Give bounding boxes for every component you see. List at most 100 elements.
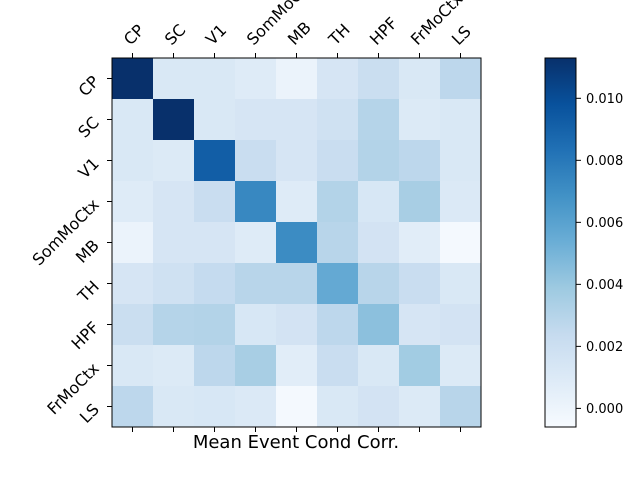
heatmap-cell: [194, 263, 236, 305]
heatmap-cell: [440, 222, 482, 264]
heatmap-cell: [235, 181, 277, 223]
heatmap-cell: [358, 181, 400, 223]
y-tick-label: CP: [75, 72, 103, 100]
heatmap-cell: [276, 222, 318, 264]
heatmap-cell: [440, 304, 482, 346]
heatmap-cell: [153, 222, 195, 264]
heatmap-cell: [276, 304, 318, 346]
heatmap-cell: [440, 386, 482, 428]
heatmap-cell: [194, 304, 236, 346]
heatmap-cell: [399, 140, 441, 182]
heatmap-cell: [440, 99, 482, 141]
heatmap-cell: [194, 140, 236, 182]
y-tick-label: TH: [73, 277, 103, 307]
colorbar-tick-label: 0.000: [586, 402, 623, 417]
heatmap-cell: [153, 58, 195, 100]
x-tick-label: TH: [324, 20, 354, 50]
x-tick-label: SC: [161, 20, 190, 49]
heatmap-cell: [153, 304, 195, 346]
heatmap-cell: [112, 304, 154, 346]
heatmap-cell: [358, 263, 400, 305]
colorbar-tick-label: 0.008: [586, 154, 623, 169]
heatmap-cell: [276, 140, 318, 182]
y-tick-label: HPF: [68, 318, 103, 353]
heatmap-cell: [399, 304, 441, 346]
y-tick-label: SC: [74, 113, 103, 142]
heatmap-cell: [112, 263, 154, 305]
heatmap-cell: [112, 58, 154, 100]
heatmap-cell: [235, 304, 277, 346]
colorbar-tick-label: 0.010: [586, 92, 623, 107]
heatmap-cell: [317, 263, 359, 305]
heatmap-cell: [317, 222, 359, 264]
heatmap-cell: [317, 181, 359, 223]
heatmap-cell: [112, 386, 154, 428]
heatmap-cell: [194, 181, 236, 223]
heatmap-cell: [399, 58, 441, 100]
heatmap-cell: [235, 345, 277, 387]
heatmap-cell: [440, 263, 482, 305]
heatmap-cell: [358, 58, 400, 100]
x-axis-label: Mean Event Cond Corr.: [193, 432, 399, 453]
heatmap-cell: [317, 99, 359, 141]
heatmap-cell: [358, 99, 400, 141]
heatmap-cell: [276, 99, 318, 141]
heatmap-cell: [235, 99, 277, 141]
x-tick-label: CP: [120, 20, 148, 48]
heatmap-cell: [399, 99, 441, 141]
x-tick-label: MB: [284, 18, 315, 49]
heatmap-cell: [235, 386, 277, 428]
heatmap-cell: [399, 345, 441, 387]
x-tick-label: HPF: [366, 14, 401, 49]
heatmap-cell: [235, 222, 277, 264]
heatmap-cell: [317, 386, 359, 428]
heatmap-cell: [317, 140, 359, 182]
heatmap-cell: [276, 58, 318, 100]
colorbar-tick-label: 0.006: [586, 216, 623, 231]
heatmap-cell: [358, 345, 400, 387]
x-tick-label: V1: [202, 20, 230, 48]
y-tick-label: V1: [74, 154, 102, 182]
heatmap-cell: [358, 304, 400, 346]
heatmap-cell: [276, 345, 318, 387]
heatmap-cell: [276, 263, 318, 305]
heatmap-cell: [112, 140, 154, 182]
heatmap-cell: [153, 386, 195, 428]
heatmap-cell: [276, 386, 318, 428]
heatmap-cell: [194, 345, 236, 387]
heatmap-cell: [440, 345, 482, 387]
heatmap-cell: [440, 181, 482, 223]
heatmap-cell: [112, 222, 154, 264]
heatmap-cell: [112, 345, 154, 387]
heatmap-cell: [194, 386, 236, 428]
heatmap-cell: [153, 99, 195, 141]
heatmap-cell: [235, 140, 277, 182]
y-tick-label: LS: [76, 400, 103, 427]
heatmap-cell: [194, 222, 236, 264]
heatmap-cell: [317, 58, 359, 100]
heatmap-cell: [358, 222, 400, 264]
heatmap-cell: [153, 345, 195, 387]
heatmap-cell: [358, 140, 400, 182]
heatmap-cell: [235, 263, 277, 305]
colorbar-tick-label: 0.004: [586, 278, 623, 293]
heatmap-cell: [194, 58, 236, 100]
heatmap-cells: [112, 58, 482, 428]
heatmap-cell: [399, 386, 441, 428]
x-tick-label: LS: [448, 22, 475, 49]
colorbar-ticks: 0.000 0.002 0.004 0.006 0.008 0.010: [576, 92, 623, 417]
heatmap-cell: [358, 386, 400, 428]
heatmap-cell: [317, 345, 359, 387]
heatmap-cell: [276, 181, 318, 223]
heatmap-cell: [112, 181, 154, 223]
heatmap-cell: [399, 181, 441, 223]
heatmap-cell: [153, 140, 195, 182]
heatmap-cell: [399, 222, 441, 264]
heatmap-cell: [153, 263, 195, 305]
y-tick-label: MB: [72, 236, 103, 267]
colorbar-tick-label: 0.002: [586, 340, 623, 355]
heatmap-cell: [440, 140, 482, 182]
heatmap-cell: [194, 99, 236, 141]
